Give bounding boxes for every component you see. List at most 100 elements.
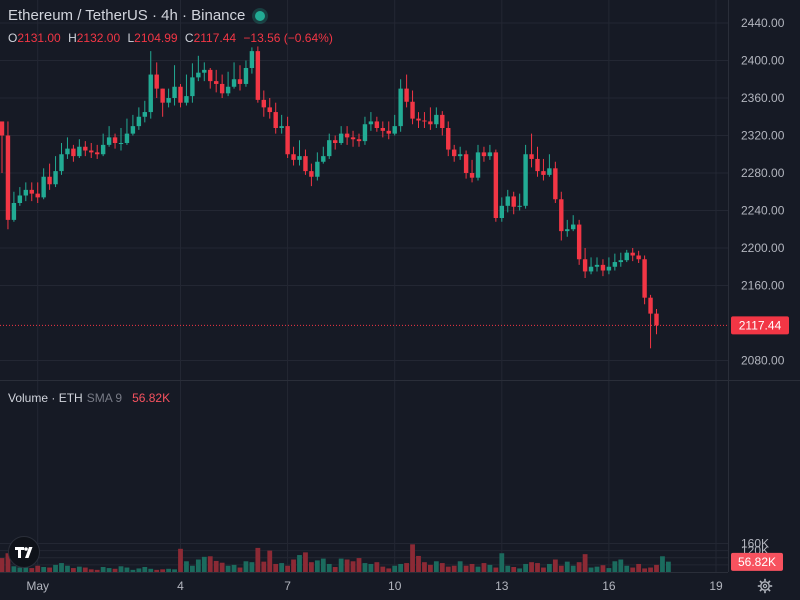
sma-badge [731,552,783,571]
price-tick-label: 2320.00 [741,129,785,143]
candle-body [285,126,290,155]
price-tick-label: 2440.00 [741,16,785,30]
candle-body [457,154,463,157]
candle-body [493,152,499,218]
time-tick-label: 10 [388,579,402,593]
candle-body [368,121,374,125]
candle-body [594,264,600,267]
volume-bar [172,569,177,572]
candle-body [190,77,195,97]
candle-body [535,158,540,172]
candle-body [588,266,594,272]
volume-bar [243,561,249,572]
candle-body [219,83,225,94]
volume-bar [255,547,261,572]
volume-bar [184,561,189,572]
candle-body [481,152,487,157]
candle-body [434,114,439,125]
candle-body [297,156,302,160]
volume-bar [94,569,100,572]
candle-body [59,154,64,172]
price-change: −13.56 (−0.64%) [243,31,333,45]
candle-body [166,98,171,103]
volume-bar [160,569,166,572]
candle-body [606,266,612,271]
volume-bar [350,561,356,572]
high-value: 2132.00 [76,31,121,45]
volume-bar [219,562,225,572]
volume-bar [422,562,427,572]
volume-bar [481,563,487,572]
candle-body [475,152,481,178]
volume-bar [547,563,552,572]
candle-body [208,69,213,82]
volume-bar [201,556,207,572]
settings-gear-icon[interactable] [757,578,773,594]
volume-bar [487,564,493,572]
candle-body [261,99,266,108]
volume-bar [47,567,52,572]
volume-bar [130,569,136,572]
low-label: L [127,31,135,45]
volume-bar [231,564,237,572]
volume-bar [493,567,499,572]
candle-body [214,81,219,84]
candle-body [65,148,70,155]
time-tick-label: 13 [495,579,509,593]
candle-body [600,264,606,271]
volume-bar [166,568,171,572]
volume-bar [654,564,659,572]
candle-body [327,140,332,157]
candle-body [106,137,112,145]
volume-bar [529,562,534,572]
tradingview-logo-icon[interactable] [8,536,40,568]
volume-bar [338,558,344,572]
symbol-title[interactable]: Ethereum / TetherUS · 4h · Binance [8,7,266,24]
sma-value: 56.82K [132,391,171,405]
candle-body [148,74,153,113]
volume-bar [356,558,362,572]
open-label: O [8,31,18,45]
volume-bar [303,552,308,572]
candle-body [612,262,618,267]
candle-body [136,116,142,127]
candle-body [541,171,546,175]
time-tick-label: 16 [602,579,616,593]
candle-body [172,86,177,98]
volume-bar [636,563,642,572]
candle-body [452,149,457,157]
candle-body [315,161,320,177]
price-tick-label: 2160.00 [741,279,785,293]
volume-bar [660,556,665,572]
candle-body [416,118,421,121]
volume-legend[interactable]: Volume · ETH SMA 9 56.82K [8,391,170,405]
candle-body [291,154,296,160]
candle-body [404,88,409,102]
price-tick-label: 2400.00 [741,54,785,68]
volume-bar [541,567,546,572]
candle-body [225,86,231,94]
volume-bar [279,563,285,572]
market-open-dot-icon [255,11,266,22]
volume-bar [267,550,273,572]
last-price-label: 2117.44 [739,318,782,332]
volume-series [0,544,671,572]
volume-label: Volume · ETH [8,391,83,405]
candle-body [338,133,344,143]
volume-bar [249,562,255,572]
candle-body [231,79,237,87]
candle-body [642,259,647,298]
volume-bar [588,567,594,572]
low-value: 2104.99 [134,31,178,45]
candle-body [202,69,207,73]
candle-body [469,173,475,178]
candle-body [100,144,106,155]
candle-body [386,130,391,134]
candle-body [499,205,504,218]
candle-body [624,252,629,261]
volume-bar [392,565,398,572]
time-tick-label: 4 [177,579,184,593]
time-tick-label: 19 [709,579,723,593]
volume-bar [225,565,231,572]
